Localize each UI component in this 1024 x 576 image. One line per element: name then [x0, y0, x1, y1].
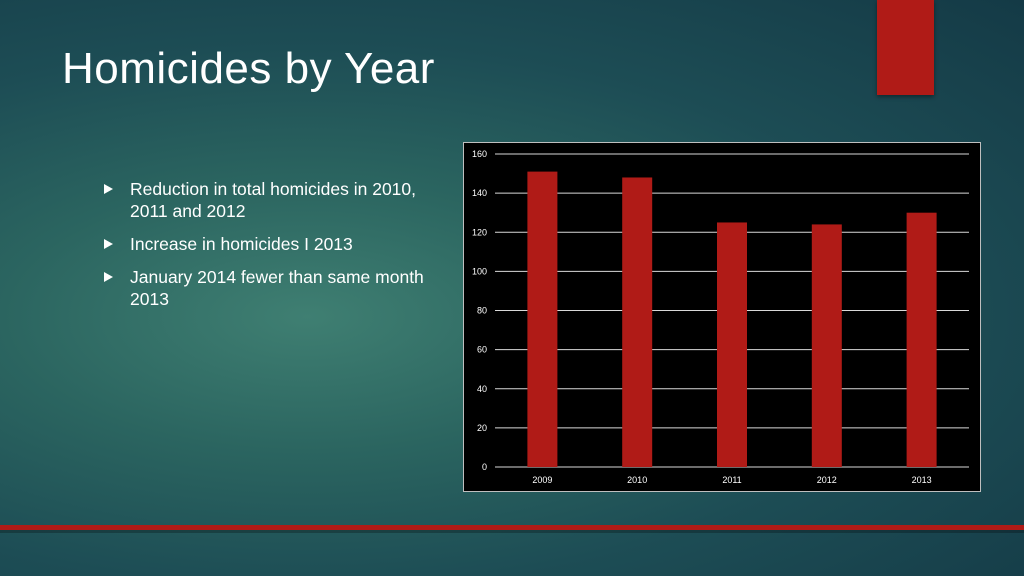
- chart-svg: 0 20 40 60 80 100 120 140 160 2009 2010 2011 2012 201…: [472, 149, 969, 485]
- bar-2012: [811, 224, 842, 467]
- y-tick-label: 0: [482, 462, 487, 472]
- x-tick-label: 2009: [532, 475, 552, 485]
- y-tick-label: 80: [477, 306, 487, 316]
- bullet-item: Increase in homicides I 2013: [104, 233, 434, 255]
- y-tick-label: 120: [472, 227, 487, 237]
- footer-accent-line: [0, 525, 1024, 530]
- y-tick-label: 60: [477, 345, 487, 355]
- bar-2009: [527, 171, 558, 467]
- x-tick-label: 2011: [722, 475, 741, 485]
- bullet-arrow-icon: [104, 272, 113, 282]
- bullet-list: Reduction in total homicides in 2010, 20…: [104, 178, 434, 321]
- accent-block: [877, 0, 934, 95]
- y-tick-label: 20: [477, 423, 487, 433]
- x-tick-label: 2013: [912, 475, 932, 485]
- bullet-text: Increase in homicides I 2013: [130, 234, 353, 254]
- bullet-item: Reduction in total homicides in 2010, 20…: [104, 178, 434, 222]
- bullet-arrow-icon: [104, 184, 113, 194]
- x-tick-label: 2012: [817, 475, 837, 485]
- bullet-item: January 2014 fewer than same month 2013: [104, 266, 434, 310]
- y-tick-label: 160: [472, 149, 487, 159]
- bar-2013: [906, 212, 937, 467]
- bar-2011: [717, 222, 747, 467]
- bullet-arrow-icon: [104, 239, 113, 249]
- slide-title: Homicides by Year: [62, 44, 435, 93]
- bullet-text: January 2014 fewer than same month 2013: [130, 267, 424, 309]
- y-tick-label: 140: [472, 188, 487, 198]
- bar-chart: 0 20 40 60 80 100 120 140 160 2009 2010 2011 2012 201…: [463, 142, 981, 492]
- footer-shadow: [0, 530, 1024, 533]
- y-tick-label: 40: [477, 384, 487, 394]
- x-tick-label: 2010: [627, 475, 647, 485]
- bullet-text: Reduction in total homicides in 2010, 20…: [130, 179, 417, 221]
- y-tick-label: 100: [472, 266, 487, 276]
- bar-2010: [622, 177, 653, 467]
